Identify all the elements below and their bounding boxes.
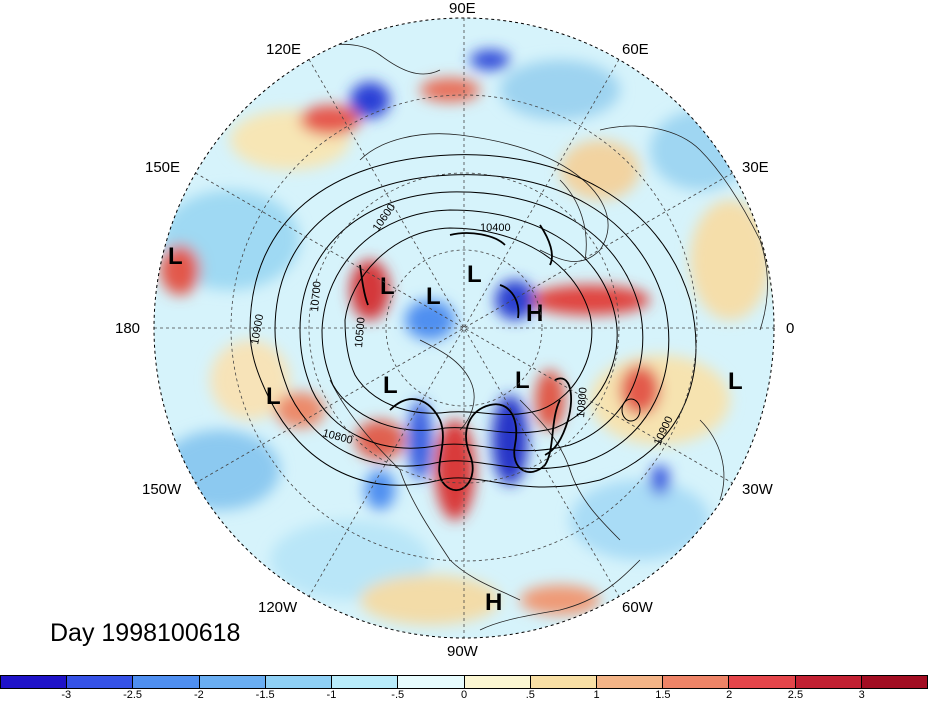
colorbar-segment: [596, 676, 664, 688]
lon-label-60w: 60W: [622, 599, 653, 616]
map-boundary: [153, 17, 775, 639]
polar-map: 10400 10500 10600 10700 10800 10900 1080…: [153, 17, 775, 639]
high-marker: H: [526, 300, 543, 327]
contour-label-10800-east: 10800: [575, 387, 590, 419]
colorbar-segment: [1, 676, 68, 688]
pressure-center-markers: L L L L L L L L H H: [168, 243, 743, 616]
lon-label-90e: 90E: [449, 0, 476, 17]
contour-label-10900-west: 10900: [249, 313, 266, 345]
low-marker: L: [467, 261, 482, 288]
low-marker: L: [728, 368, 743, 395]
anomaly-field: [160, 50, 770, 625]
jet-contours: [359, 224, 572, 492]
contour-label-10500: 10500: [353, 317, 368, 349]
colorbar-segment: [530, 676, 597, 688]
colorbar-tick-label: -3: [61, 689, 72, 701]
colorbar-segment: [663, 676, 730, 688]
colorbar-tick-label: .5: [525, 689, 535, 701]
colorbar-tick-label: 1.5: [655, 689, 671, 701]
colorbar-tick-label: -2: [193, 689, 204, 701]
lon-label-90w: 90W: [447, 643, 478, 660]
colorbar-segment: [199, 676, 266, 688]
colorbar: [0, 675, 928, 689]
lon-label-30w: 30W: [742, 481, 773, 498]
low-marker: L: [515, 367, 530, 394]
high-closed-contour: [621, 398, 641, 422]
colorbar-segment: [464, 676, 531, 688]
lon-label-180: 180: [115, 320, 141, 337]
colorbar-tick-label: -1: [326, 689, 337, 701]
graticule: [154, 18, 774, 638]
lon-label-60e: 60E: [622, 41, 649, 58]
contour-label-10700: 10700: [309, 281, 324, 313]
colorbar-tick-label: 1: [593, 689, 600, 701]
lon-label-150w: 150W: [142, 481, 182, 498]
low-marker: L: [383, 372, 398, 399]
colorbar-segment: [265, 676, 333, 688]
lon-label-0: 0: [786, 320, 795, 337]
colorbar-segment: [332, 676, 399, 688]
colorbar-tick-label: 0: [460, 689, 468, 701]
lon-label-120e: 120E: [266, 41, 302, 58]
colorbar-segment: [67, 676, 134, 688]
lon-label-120w: 120W: [258, 599, 298, 616]
colorbar-tick-label: -2.5: [123, 689, 143, 701]
low-marker: L: [266, 383, 281, 410]
low-marker: L: [168, 243, 183, 270]
colorbar-tick-label: -.5: [391, 689, 405, 701]
colorbar-tick-label: -1.5: [255, 689, 275, 701]
day-title: Day 1998100618: [50, 619, 241, 647]
colorbar-segment: [861, 676, 928, 688]
colorbar-tick-label: 2: [726, 689, 733, 701]
coastlines: [299, 43, 768, 631]
high-marker: H: [485, 589, 502, 616]
colorbar-segment: [398, 676, 465, 688]
colorbar-tick-label: 3: [858, 689, 865, 701]
colorbar-segment: [729, 676, 796, 688]
colorbar-tick-label: 2.5: [787, 689, 804, 701]
lon-label-150e: 150E: [145, 159, 181, 176]
colorbar-segment: [795, 676, 862, 688]
colorbar-segment: [133, 676, 200, 688]
low-marker: L: [426, 283, 441, 310]
low-marker: L: [380, 273, 395, 300]
lon-label-30e: 30E: [742, 159, 769, 176]
contour-label-10400: 10400: [480, 222, 511, 234]
